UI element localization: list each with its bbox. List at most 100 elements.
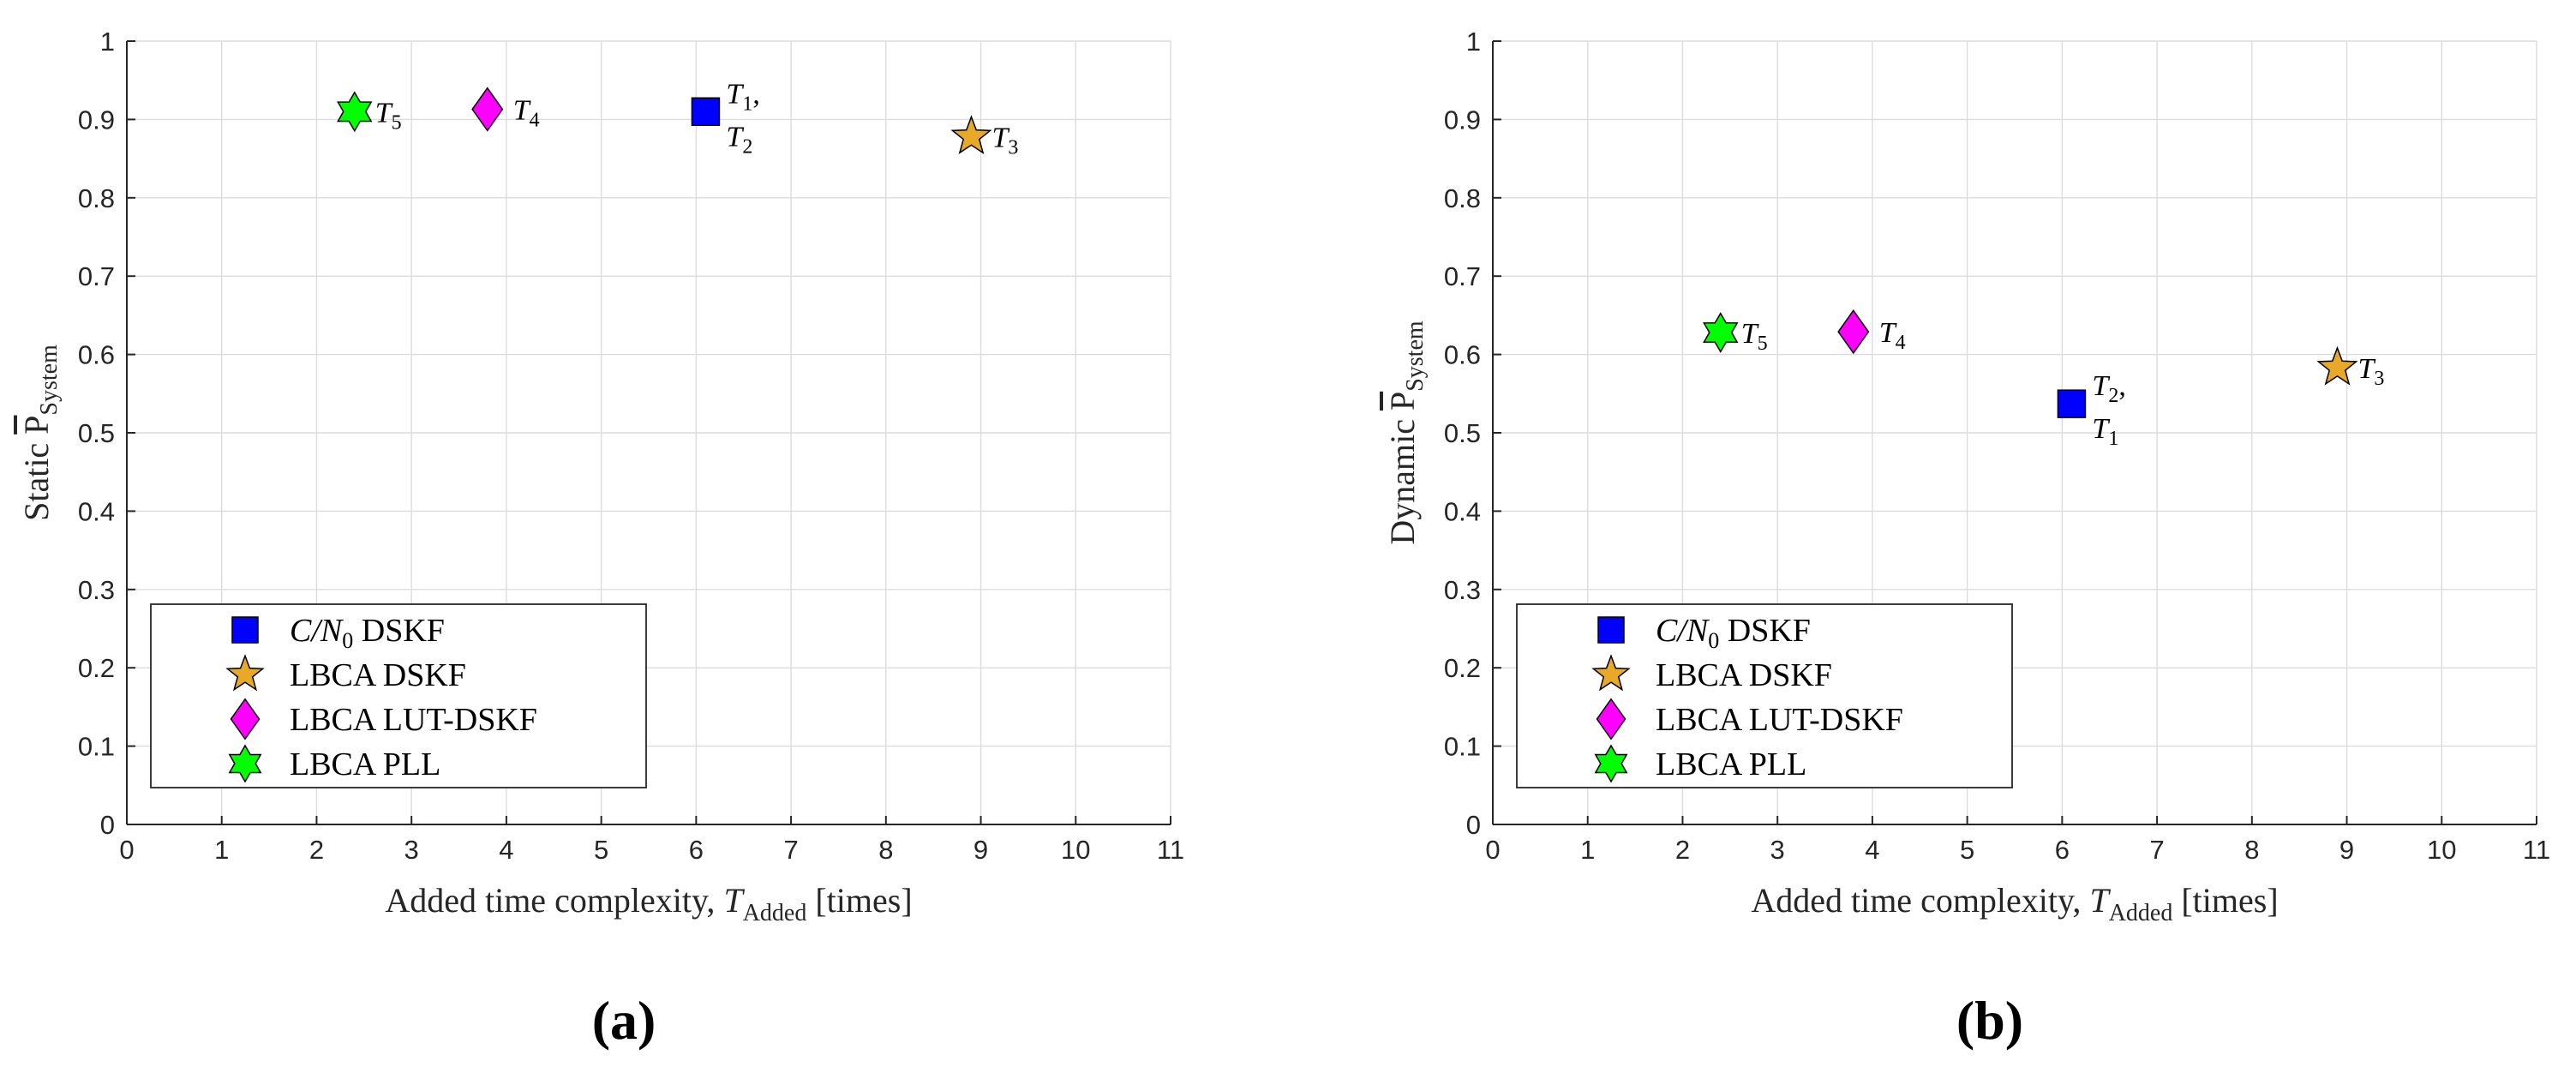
point-annotation-var: T (513, 95, 531, 127)
x-tick-label: 1 (1580, 835, 1595, 865)
y-axis-label-prefix: Dynamic (1383, 411, 1422, 545)
panel-b-chart: 0 1 2 3 4 5 6 7 8 9 10 1100.10.20.30.40.50.60.70.80… (1383, 27, 2550, 1051)
point-annotation: T2 (726, 121, 752, 158)
x-tick-label: 8 (878, 835, 893, 865)
point-annotation: T2, (2092, 370, 2125, 407)
legend-marker-hexagram (228, 744, 262, 783)
legend-label: LBCA PLL (1656, 746, 1806, 782)
y-tick-label: 0.9 (78, 105, 115, 135)
point-annotation-suffix: , (752, 78, 760, 110)
point-annotation-sub: 2 (2108, 385, 2118, 407)
y-tick-label: 1 (100, 27, 115, 57)
legend-label: LBCA LUT-DSKF (290, 702, 537, 738)
x-axis-label-sub: Added (743, 900, 807, 926)
y-tick-label: 0.2 (1444, 653, 1481, 683)
x-axis-label-text: Added time complexity, (385, 881, 723, 920)
x-tick-label: 9 (973, 835, 988, 865)
y-tick-label: 0.3 (1444, 575, 1481, 605)
data-point-square (2057, 389, 2087, 418)
x-axis-label-var: T (2089, 881, 2111, 920)
data-point-star (950, 115, 992, 155)
legend-label: C/N0 DSKF (1656, 613, 1811, 653)
data-point-diamond (471, 87, 504, 132)
point-annotation: T1, (726, 78, 759, 115)
y-axis-label-main: P (17, 416, 56, 435)
legend-label-sub: 0 (342, 628, 353, 653)
y-tick-label: 0.2 (78, 653, 115, 683)
point-annotation-var: T (726, 78, 744, 110)
legend-label-cn: C/N (1656, 613, 1710, 649)
x-axis-label-var: T (723, 881, 745, 920)
x-tick-label: 4 (1865, 835, 1879, 865)
panel-label: (b) (1956, 990, 2023, 1051)
panel-a-chart: 0 1 2 3 4 5 6 7 8 9 10 1100.10.20.30.40.50.60.70.80… (17, 27, 1184, 1051)
y-tick-label: 0 (1466, 810, 1481, 840)
point-annotation-sub: 3 (1008, 137, 1018, 159)
point-annotation-sub: 2 (742, 135, 752, 158)
data-point-hexagram (337, 91, 373, 133)
y-tick-label: 0.1 (1444, 732, 1481, 762)
data-point-square (691, 97, 721, 127)
point-annotation-sub: 1 (742, 93, 752, 115)
y-tick-label: 0.8 (1444, 183, 1481, 213)
point-annotation-var: T (1741, 318, 1759, 350)
x-tick-label: 10 (1061, 835, 1090, 865)
legend-marker-square (231, 616, 259, 644)
data-point-star (2316, 345, 2358, 386)
legend-marker-diamond (230, 698, 261, 740)
x-tick-label: 9 (2339, 835, 2354, 865)
x-tick-label: 0 (119, 835, 134, 865)
x-tick-label: 0 (1485, 835, 1500, 865)
point-annotation-suffix: , (2118, 370, 2126, 402)
x-tick-label: 6 (2055, 835, 2070, 865)
point-annotation: T3 (991, 123, 1018, 159)
x-tick-label: 8 (2244, 835, 2259, 865)
legend-label-sub: 0 (1708, 628, 1719, 653)
y-axis-label-main: P (1383, 392, 1422, 411)
legend-marker-square (1597, 616, 1625, 644)
legend-label: LBCA LUT-DSKF (1656, 702, 1903, 738)
y-tick-label: 0.3 (78, 575, 115, 605)
x-tick-label: 2 (309, 835, 324, 865)
point-annotation-var: T (375, 97, 393, 129)
x-tick-label: 11 (2523, 835, 2550, 865)
y-tick-label: 0.6 (1444, 340, 1481, 370)
y-tick-label: 1 (1466, 27, 1481, 57)
legend-marker-hexagram (1594, 744, 1628, 783)
point-annotation: T4 (513, 95, 540, 132)
x-axis-label-sub: Added (2109, 900, 2173, 926)
x-tick-label: 5 (1960, 835, 1974, 865)
x-axis-label: Added time complexity, TAdded [times] (385, 881, 912, 926)
point-annotation-var: T (991, 123, 1009, 154)
point-annotation-var: T (2092, 413, 2110, 445)
y-tick-label: 0.4 (78, 496, 115, 526)
point-annotation-var: T (1879, 317, 1897, 349)
x-tick-label: 5 (594, 835, 608, 865)
y-tick-label: 0.5 (1444, 418, 1481, 448)
legend-marker-star (1591, 654, 1631, 692)
point-annotation: T4 (1879, 317, 1906, 354)
point-annotation-sub: 5 (1758, 333, 1768, 355)
point-annotation-var: T (2357, 353, 2375, 385)
x-tick-label: 10 (2427, 835, 2456, 865)
y-tick-label: 0.7 (1444, 261, 1481, 291)
data-point-diamond (1837, 309, 1870, 355)
x-axis-label-text: Added time complexity, (1751, 881, 2089, 920)
point-annotation: T5 (1741, 318, 1768, 355)
y-axis-label: Static PSystem (17, 345, 63, 521)
legend-label: LBCA PLL (290, 746, 440, 782)
x-tick-label: 7 (2149, 835, 2164, 865)
legend-label-rest: DSKF (1719, 613, 1811, 649)
y-tick-label: 0.7 (78, 261, 115, 291)
y-tick-label: 0.9 (1444, 105, 1481, 135)
x-tick-label: 2 (1675, 835, 1690, 865)
x-axis-label-unit: [times] (806, 881, 912, 920)
point-annotation: T3 (2357, 353, 2384, 390)
legend-label-rest: DSKF (353, 613, 445, 649)
x-tick-label: 6 (689, 835, 704, 865)
y-tick-label: 0.5 (78, 418, 115, 448)
x-tick-label: 7 (783, 835, 798, 865)
legend-label-cn: C/N (290, 613, 344, 649)
point-annotation-var: T (726, 121, 744, 153)
